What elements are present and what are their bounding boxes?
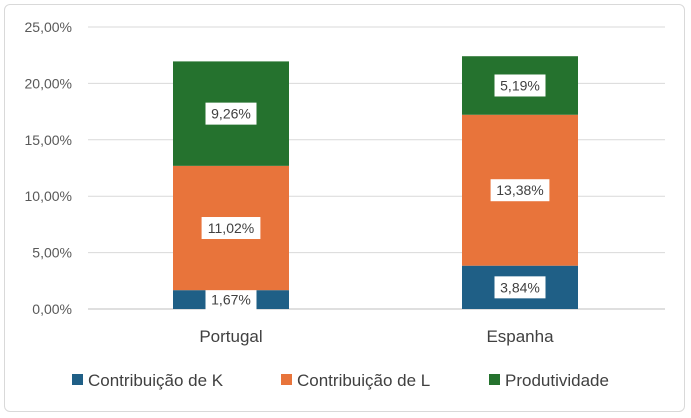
data-label: 13,38% — [496, 182, 543, 198]
y-tick-label: 10,00% — [25, 188, 72, 204]
legend-swatch — [489, 374, 500, 385]
data-label-box — [205, 288, 257, 311]
data-label: 3,84% — [500, 279, 540, 295]
legend: Contribuição de K Contribuição de L Produt… — [72, 371, 609, 390]
y-axis: 0,00% 5,00% 10,00% 15,00% 20,00% 25,00% — [25, 19, 72, 317]
data-label-box — [205, 102, 257, 125]
x-tick-label: Espanha — [486, 327, 554, 346]
data-label: 1,67% — [211, 292, 251, 308]
y-tick-label: 20,00% — [25, 75, 72, 91]
legend-swatch — [281, 374, 292, 385]
y-tick-label: 5,00% — [32, 245, 72, 261]
data-label: 9,26% — [211, 106, 251, 122]
y-tick-label: 0,00% — [32, 301, 72, 317]
legend-label: Produtividade — [505, 371, 609, 390]
y-tick-label: 15,00% — [25, 132, 72, 148]
data-label-box — [494, 74, 546, 97]
data-label: 5,19% — [500, 77, 540, 93]
legend-swatch — [72, 374, 83, 385]
data-label: 11,02% — [208, 220, 254, 236]
y-tick-label: 25,00% — [25, 19, 72, 35]
x-tick-label: Portugal — [199, 327, 262, 346]
data-label-box — [490, 179, 550, 202]
x-axis: Portugal Espanha — [199, 327, 554, 346]
data-label-box — [494, 276, 546, 299]
data-label-box — [201, 217, 261, 240]
legend-label: Contribuição de L — [297, 371, 430, 390]
legend-label: Contribuição de K — [88, 371, 224, 390]
bars: 1,67% 11,02% 9,26% 3,84% 13,38% 5,19% — [173, 56, 578, 311]
